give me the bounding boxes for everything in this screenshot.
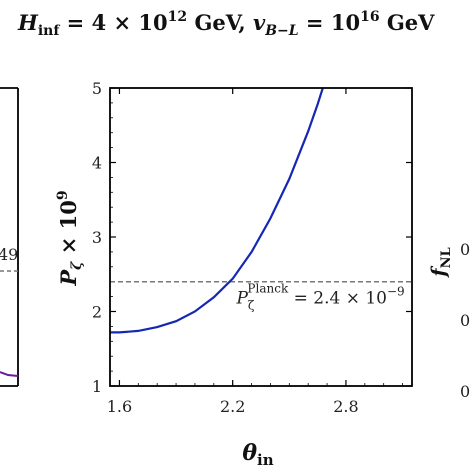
annot-P: P <box>235 289 248 309</box>
axis-layer: 1 2 3 4 5 1.6 2.2 2.8 <box>92 79 412 416</box>
right-panel-tick-2: 0 <box>460 311 470 330</box>
ylabel-times: × 10 <box>56 200 81 261</box>
xlabel-theta: θ <box>242 440 257 466</box>
plot-frame <box>109 87 413 387</box>
left-panel-tick-fragment: 49 <box>0 245 18 264</box>
right-panel-ylabel: fNL <box>428 247 454 278</box>
series-line <box>110 87 324 334</box>
annot-sub: ζ <box>248 299 255 313</box>
right-panel-fragment: fNL 0 0 0 <box>428 240 470 401</box>
ylabel-exp: 9 <box>55 190 71 200</box>
right-panel-tick-3: 0 <box>460 382 470 401</box>
title-v-sub: B−L <box>264 23 299 39</box>
y-tick-label: 5 <box>92 79 102 98</box>
annot-rest: = 2.4 × 10 <box>288 289 387 309</box>
annot-sup: Planck <box>247 282 289 296</box>
y-tick-label: 1 <box>92 377 102 396</box>
x-axis-label: θin <box>242 440 273 469</box>
right-panel-tick-1: 0 <box>460 240 470 259</box>
planck-annotation: Pζ Planck = 2.4 × 10−9 <box>235 282 404 313</box>
x-tick-label: 2.8 <box>333 397 358 416</box>
x-tick-label: 1.6 <box>107 397 132 416</box>
y-tick-label: 2 <box>92 303 102 322</box>
annot-exp: −9 <box>387 285 405 299</box>
x-tick-label: 2.2 <box>220 397 245 416</box>
left-panel-curve <box>0 371 19 377</box>
title-eq2: = 10 <box>299 10 360 35</box>
figure-title: Hinf = 4 × 1012 GeV, vB−L = 1016 GeV <box>17 9 435 39</box>
title-exp1: 12 <box>168 9 187 25</box>
main-plot: 1 2 3 4 5 1.6 2.2 2.8 Pζ Planck = 2.4 × 10−9 Pζ … <box>55 79 413 469</box>
title-eq1: = 4 × 10 <box>59 10 167 35</box>
title-v: v <box>253 10 266 35</box>
xlabel-sub: in <box>257 451 274 469</box>
y-axis-label: Pζ × 109 <box>55 190 85 286</box>
title-unit2: GeV <box>380 10 436 35</box>
title-H: H <box>17 10 39 35</box>
y-tick-label: 3 <box>92 228 102 247</box>
title-H-sub: inf <box>38 23 60 39</box>
ylabel-sub: ζ <box>69 261 85 270</box>
title-unit1: GeV, <box>187 10 253 35</box>
ylabel-P: P <box>56 269 81 287</box>
y-tick-label: 4 <box>92 154 102 173</box>
left-panel-fragment: 49 <box>0 87 19 387</box>
title-exp2: 16 <box>360 9 379 25</box>
